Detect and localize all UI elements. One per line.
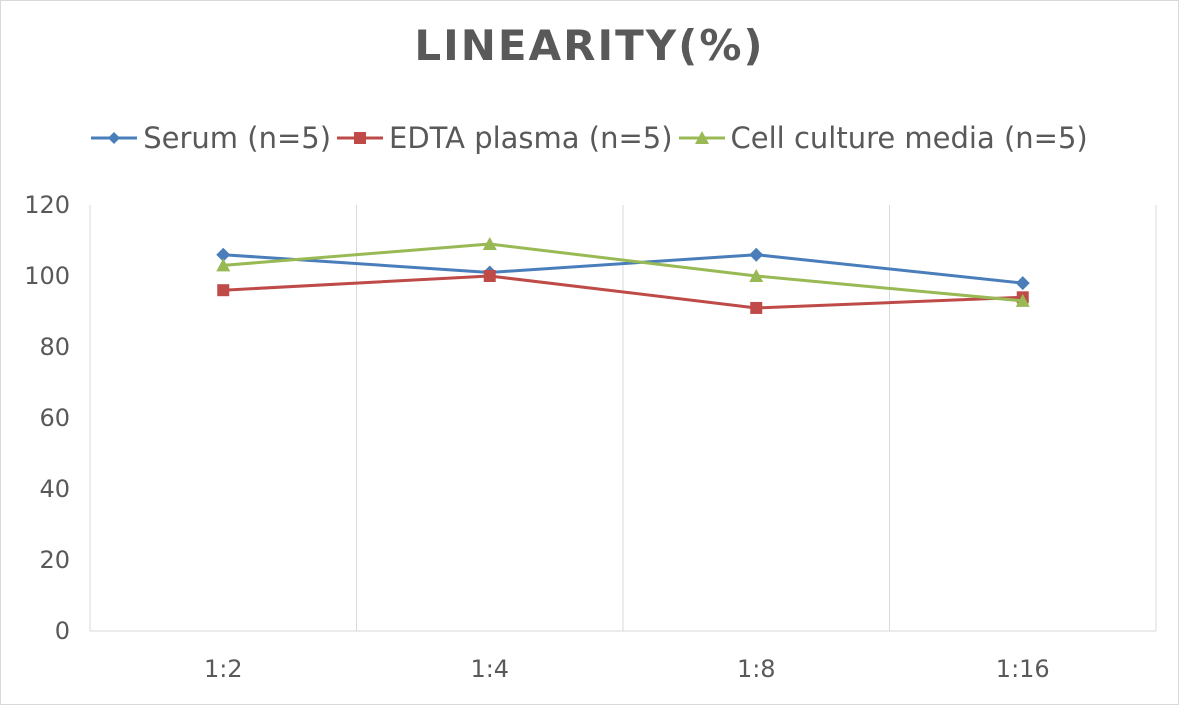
legend-marker-edta-plasma [337,132,384,144]
y-tick-label-40: 40 [39,475,70,503]
y-tick-label-100: 100 [24,262,70,290]
data-point-1-1 [483,270,496,282]
legend-marker-cell-culture-media [678,131,725,144]
legend-item-serum: Serum (n=5) [91,121,331,155]
data-point-1-0 [217,284,230,297]
y-tick-label-60: 60 [39,404,70,432]
series-line-2 [223,242,1023,303]
legend-item-edta-plasma: EDTA plasma (n=5) [337,121,673,155]
chart-title: LINEARITY(%) [414,21,765,70]
data-point-0-2 [749,247,764,262]
y-tick-label-120: 120 [24,191,70,219]
legend-label-cell-culture-media: Cell culture media (n=5) [730,121,1088,155]
y-tick-label-0: 0 [55,617,70,645]
legend-label-serum: Serum (n=5) [143,121,332,155]
legend-marker-serum [91,132,138,144]
series-line-1 [223,274,1023,310]
data-point-0-3 [1015,276,1030,291]
x-tick-label-1: 1:4 [470,655,509,683]
data-point-2-1 [482,237,497,251]
x-tick-label-3: 1:16 [996,655,1050,683]
data-point-2-0 [216,258,231,272]
x-tick-label-2: 1:8 [737,655,776,683]
x-tick-label-0: 1:2 [204,655,243,683]
y-tick-label-80: 80 [39,333,70,361]
legend-label-edta-plasma: EDTA plasma (n=5) [389,121,673,155]
series-line-0 [223,253,1023,285]
legend: Serum (n=5) EDTA plasma (n=5) Cell cultu… [1,121,1178,155]
data-point-1-2 [750,301,763,314]
data-point-2-3 [1015,293,1030,307]
data-point-2-2 [749,269,764,282]
data-point-0-0 [216,247,231,262]
y-tick-label-20: 20 [39,546,70,574]
legend-item-cell-culture-media: Cell culture media (n=5) [678,121,1088,155]
